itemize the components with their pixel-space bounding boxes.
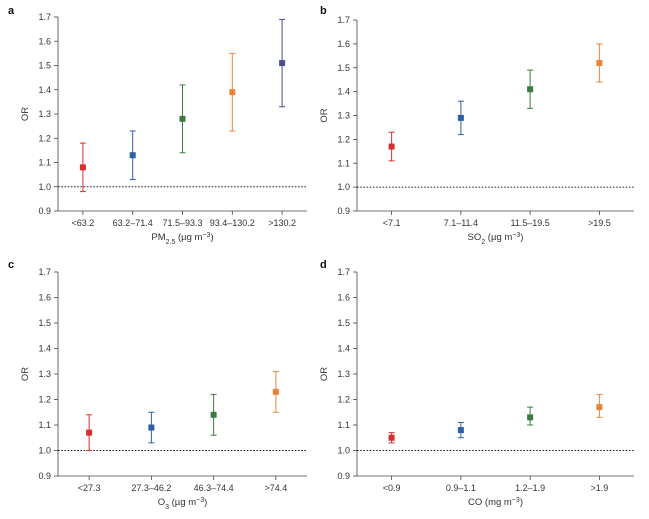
x-axis-label: O3 (µg m−3) (158, 497, 208, 511)
data-point (229, 89, 236, 96)
chart-panel-c: c 0.9 1.0 1.1 1.2 1.3 1.4 1.5 1.6 1.7 OR <27.3 27.3–… (8, 259, 307, 511)
data-point (596, 59, 603, 66)
x-tick-label: 93.4–130.2 (210, 218, 255, 228)
x-tick-label: >19.5 (588, 218, 611, 228)
data-point (388, 434, 395, 441)
y-tick-label: 1.2 (38, 133, 51, 143)
x-axis-label: SO2 (µg m−3) (468, 232, 524, 246)
y-tick-label: 1.7 (337, 267, 350, 277)
y-tick-label: 1.7 (38, 12, 51, 22)
data-point (179, 115, 186, 122)
y-tick-label: 0.9 (337, 471, 350, 481)
panel-letter: c (8, 259, 14, 271)
y-tick-label: 1.1 (38, 420, 51, 430)
y-tick-label: 1.0 (337, 446, 350, 456)
y-axis-label: OR (20, 107, 31, 121)
y-tick-label: 1.3 (38, 369, 51, 379)
y-tick-label: 1.3 (337, 111, 350, 121)
y-tick-label: 1.7 (337, 15, 350, 25)
data-point (148, 424, 155, 431)
x-tick-label: 27.3–46.2 (131, 483, 171, 493)
y-tick-label: 1.2 (337, 395, 350, 405)
y-tick-label: 1.6 (337, 293, 350, 303)
panel-letter: b (320, 5, 327, 17)
y-tick-label: 1.4 (337, 344, 350, 354)
x-tick-label: <27.3 (78, 483, 101, 493)
y-tick-label: 1.1 (337, 420, 350, 430)
data-point (86, 429, 93, 436)
y-tick-label: 1.2 (38, 395, 51, 405)
data-point (457, 427, 464, 434)
chart-panel-a: a 0.9 1.0 1.1 1.2 1.3 1.4 1.5 1.6 1.7 OR <63.2 63.2–… (8, 5, 307, 246)
y-tick-label: 1.3 (337, 369, 350, 379)
y-tick-label: 1.7 (38, 267, 51, 277)
chart-panel-d: d 0.9 1.0 1.1 1.2 1.3 1.4 1.5 1.6 1.7 OR <0.9 0.9–1.… (319, 259, 634, 508)
x-axis-label: PM2.5 (µg m−3) (151, 232, 213, 246)
y-axis-label: OR (319, 367, 330, 381)
y-tick-label: 0.9 (337, 206, 350, 216)
y-tick-label: 1.6 (38, 293, 51, 303)
y-tick-label: 1.0 (38, 446, 51, 456)
data-point (210, 411, 217, 418)
x-tick-label: 71.5–93.3 (162, 218, 202, 228)
y-tick-label: 0.9 (38, 206, 51, 216)
y-axis-label: OR (20, 367, 31, 381)
y-tick-label: 1.4 (337, 87, 350, 97)
x-tick-label: 0.9–1.1 (446, 483, 476, 493)
data-point (79, 164, 86, 171)
y-tick-label: 1.1 (337, 158, 350, 168)
panel-letter: d (320, 259, 327, 271)
y-tick-label: 1.5 (38, 61, 51, 71)
y-tick-label: 1.4 (38, 85, 51, 95)
y-tick-label: 1.1 (38, 158, 51, 168)
x-axis-label: CO (mg m−3) (468, 497, 523, 509)
data-point (272, 388, 279, 395)
x-tick-label: >1.9 (590, 483, 608, 493)
x-tick-label: >130.2 (268, 218, 296, 228)
y-tick-label: 1.4 (38, 344, 51, 354)
x-tick-label: 11.5–19.5 (510, 218, 549, 228)
chart-panel-b: b 0.9 1.0 1.1 1.2 1.3 1.4 1.5 1.6 1.7 OR <7.1 7.1–11… (319, 5, 634, 246)
data-point (388, 143, 395, 150)
x-tick-label: >74.4 (264, 483, 287, 493)
y-tick-label: 0.9 (38, 471, 51, 481)
panel-letter: a (8, 5, 15, 17)
y-axis-label: OR (319, 108, 330, 122)
data-point (527, 414, 534, 421)
y-tick-label: 1.5 (337, 63, 350, 73)
y-tick-label: 1.0 (38, 182, 51, 192)
y-tick-label: 1.6 (38, 36, 51, 46)
x-tick-label: <7.1 (383, 218, 401, 228)
x-tick-label: 63.2–71.4 (113, 218, 153, 228)
x-tick-label: <63.2 (72, 218, 95, 228)
y-tick-label: 1.2 (337, 134, 350, 144)
y-tick-label: 1.5 (337, 318, 350, 328)
x-tick-label: <0.9 (383, 483, 401, 493)
data-point (457, 114, 464, 121)
data-point (129, 152, 136, 159)
x-tick-label: 46.3–74.4 (194, 483, 234, 493)
y-tick-label: 1.5 (38, 318, 51, 328)
data-point (279, 60, 286, 67)
y-tick-label: 1.0 (337, 182, 350, 192)
y-tick-label: 1.3 (38, 109, 51, 119)
data-point (527, 86, 534, 93)
x-tick-label: 1.2–1.9 (515, 483, 545, 493)
y-tick-label: 1.6 (337, 39, 350, 49)
data-point (596, 404, 603, 411)
x-tick-label: 7.1–11.4 (444, 218, 478, 228)
